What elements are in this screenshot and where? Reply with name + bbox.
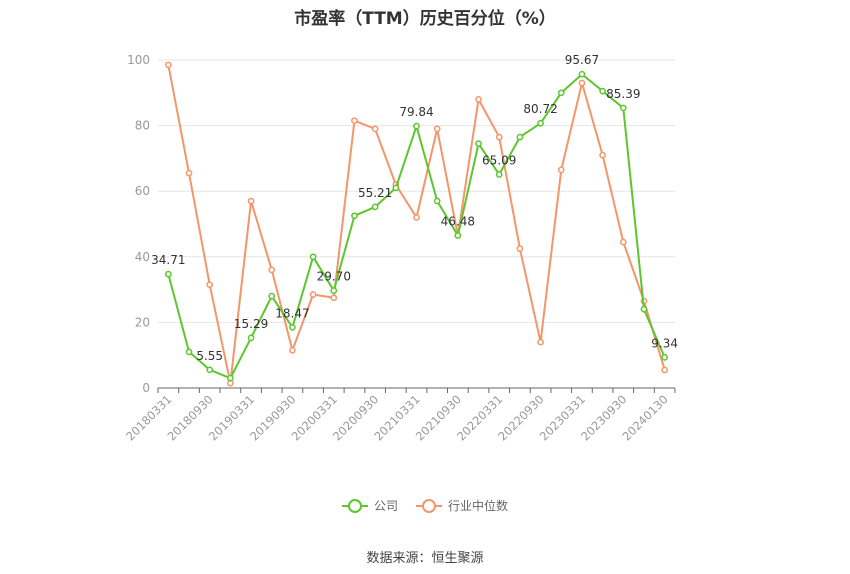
data-label-company: 29.70	[317, 270, 351, 284]
data-point-company	[185, 348, 193, 356]
data-label-company: 34.71	[151, 253, 185, 267]
data-point-industry-median	[268, 266, 276, 274]
y-tick-label: 20	[135, 315, 150, 329]
data-point-company	[330, 287, 338, 294]
data-point-industry-median	[164, 61, 172, 69]
data-point-industry-median	[206, 281, 214, 289]
data-point-industry-median	[475, 96, 482, 103]
data-point-industry-median	[289, 346, 296, 354]
legend-marker-industry-median	[416, 498, 442, 513]
data-point-company	[164, 270, 172, 278]
data-point-industry-median	[619, 238, 627, 246]
y-tick-label: 80	[135, 119, 150, 133]
data-point-company	[454, 232, 462, 239]
data-label-company: 80.72	[523, 102, 557, 116]
data-point-company	[247, 334, 255, 342]
data-point-industry-median	[557, 166, 565, 174]
data-point-company	[206, 366, 214, 374]
data-label-company: 65.09	[482, 154, 516, 168]
data-point-company	[516, 133, 524, 141]
data-point-industry-median	[413, 214, 420, 221]
legend-marker-company	[341, 498, 368, 513]
data-point-company	[351, 212, 358, 220]
data-label-company: 5.55	[196, 349, 223, 363]
data-point-industry-median	[578, 79, 586, 87]
chart-title: 市盈率（TTM）历史百分位（%）	[294, 9, 556, 29]
legend-label-industry-median: 行业中位数	[448, 499, 509, 513]
data-point-industry-median	[371, 125, 379, 133]
legend-item-industry-median[interactable]: 行业中位数	[416, 497, 508, 514]
data-point-company	[537, 119, 544, 127]
data-point-company	[661, 354, 669, 361]
data-label-company: 15.29	[234, 317, 268, 331]
data-point-industry-median	[185, 169, 193, 177]
data-point-company	[619, 104, 627, 112]
y-tick-label: 60	[135, 184, 150, 198]
data-point-company	[268, 292, 276, 300]
y-tick-label: 40	[135, 250, 150, 264]
data-point-industry-median	[247, 197, 255, 205]
data-label-company: 85.39	[606, 87, 640, 101]
y-tick-label: 100	[127, 53, 150, 67]
legend-item-company[interactable]: 公司	[341, 497, 398, 514]
data-point-industry-median	[516, 245, 524, 252]
data-source-note: 数据来源：恒生聚源	[366, 551, 484, 566]
data-point-company	[413, 122, 420, 130]
data-label-company: 95.67	[565, 53, 599, 67]
data-point-company	[495, 171, 503, 178]
data-label-company: 55.21	[358, 186, 392, 200]
data-point-company	[599, 87, 606, 95]
data-point-company	[557, 89, 565, 97]
data-label-company: 9.34	[651, 336, 678, 350]
data-point-industry-median	[433, 125, 441, 133]
data-point-company	[371, 203, 379, 211]
data-point-company	[640, 305, 648, 313]
data-point-industry-median	[330, 294, 338, 302]
data-point-company	[433, 197, 441, 205]
data-point-company	[392, 184, 400, 192]
data-label-company: 79.84	[399, 105, 433, 119]
data-point-company	[227, 374, 234, 382]
data-point-industry-median	[309, 291, 317, 298]
data-point-industry-median	[537, 338, 544, 346]
data-point-industry-median	[351, 117, 358, 125]
y-tick-label: 0	[142, 381, 150, 395]
data-point-company	[578, 70, 586, 78]
data-point-company	[475, 140, 482, 147]
data-point-industry-median	[495, 133, 503, 141]
series-line-company	[167, 73, 666, 380]
data-label-company: 46.48	[441, 215, 475, 229]
data-label-company: 18.47	[275, 306, 309, 320]
data-point-company	[289, 324, 296, 331]
chart-legend: 公司 行业中位数	[0, 497, 850, 514]
data-point-industry-median	[661, 366, 669, 374]
data-point-industry-median	[599, 151, 606, 159]
legend-label-company: 公司	[373, 499, 398, 513]
data-point-company	[309, 253, 317, 261]
